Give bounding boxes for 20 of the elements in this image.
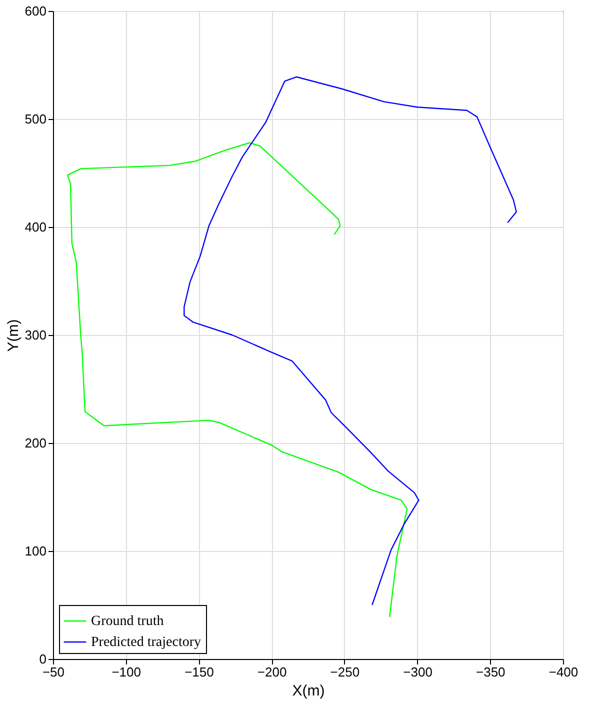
x-tick-label: −250 xyxy=(330,664,360,680)
x-tick-label: −150 xyxy=(184,664,214,680)
y-tick-label: 100 xyxy=(24,544,46,558)
x-axis-title: X(m) xyxy=(292,682,325,700)
y-tick-label: 300 xyxy=(24,328,46,342)
y-axis-title: Y(m) xyxy=(4,319,22,352)
x-tick-label: −400 xyxy=(548,664,578,680)
line-series xyxy=(184,76,517,606)
legend-label: Ground truth xyxy=(91,614,164,629)
y-tick-label: 200 xyxy=(24,436,46,450)
y-tick-label: 500 xyxy=(24,112,46,126)
x-tick-label: −200 xyxy=(257,664,287,680)
y-tick-label: 400 xyxy=(24,220,46,234)
x-tick-label: −350 xyxy=(476,664,506,680)
x-tick-label: −50 xyxy=(42,664,65,680)
x-tick-label: −100 xyxy=(112,664,142,680)
legend-label: Predicted trajectory xyxy=(91,635,202,650)
y-tick-label: 600 xyxy=(24,4,46,18)
y-tick-label: 0 xyxy=(39,652,46,666)
x-tick-label: −300 xyxy=(403,664,432,680)
